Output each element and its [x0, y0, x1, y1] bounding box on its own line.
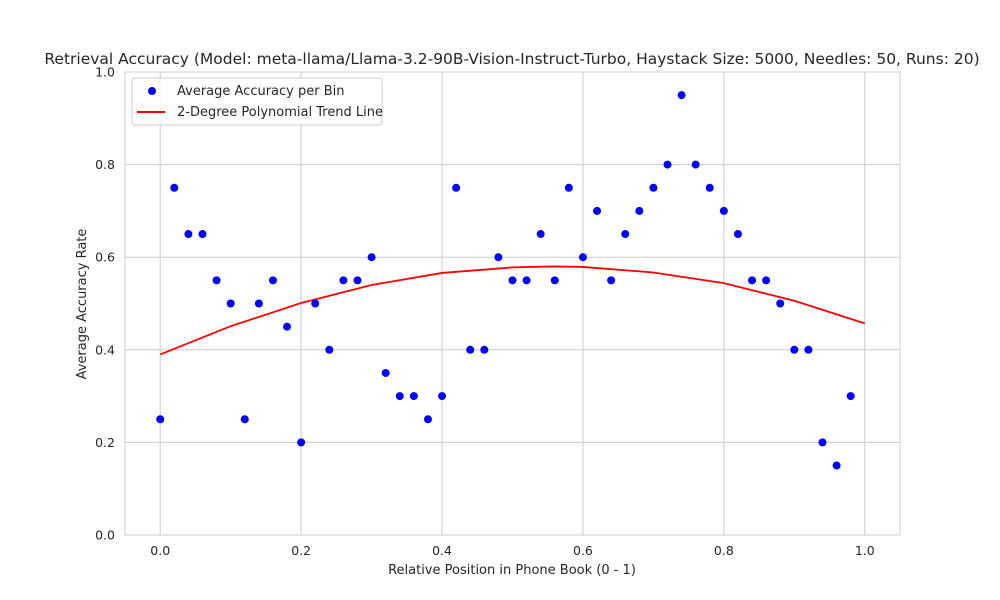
scatter-point — [311, 299, 320, 308]
scatter-point — [705, 183, 714, 192]
y-tick-label: 1.0 — [95, 65, 115, 80]
scatter-point — [480, 345, 489, 354]
scatter-point — [832, 461, 841, 470]
y-tick-label: 0.8 — [95, 157, 115, 172]
trend-line-group — [159, 265, 866, 356]
scatter-point — [762, 276, 771, 285]
x-tick-labels: 0.0 0.2 0.4 0.6 0.8 1.0 — [150, 543, 874, 558]
scatter-point — [452, 183, 461, 192]
scatter-point — [508, 276, 517, 285]
chart-title: Retrieval Accuracy (Model: meta-llama/Ll… — [44, 50, 979, 68]
x-tick-label: 1.0 — [855, 543, 875, 558]
scatter-point — [395, 392, 404, 401]
scatter-point — [494, 253, 503, 262]
scatter-point — [804, 345, 813, 354]
scatter-point — [649, 183, 658, 192]
scatter-point — [268, 276, 277, 285]
scatter-point — [536, 230, 545, 239]
scatter-point — [550, 276, 559, 285]
scatter-point — [846, 392, 855, 401]
scatter-point — [818, 438, 827, 447]
scatter-point — [677, 91, 686, 100]
y-tick-label: 0.2 — [95, 435, 115, 450]
legend-marker-scatter — [148, 87, 156, 95]
plot-frame — [124, 71, 901, 536]
scatter-point — [635, 206, 644, 215]
scatter-point — [240, 415, 249, 424]
scatter-point — [607, 276, 616, 285]
legend-label-scatter: Average Accuracy per Bin — [177, 84, 345, 99]
x-tick-label: 0.2 — [291, 543, 311, 558]
y-axis-label: Average Accuracy Rate — [75, 229, 90, 380]
scatter-point — [522, 276, 531, 285]
scatter-points-group — [156, 91, 855, 470]
scatter-point — [367, 253, 376, 262]
x-axis-label: Relative Position in Phone Book (0 - 1) — [388, 563, 636, 578]
scatter-point — [409, 392, 418, 401]
scatter-point — [339, 276, 348, 285]
x-tick-label: 0.8 — [714, 543, 734, 558]
y-tick-label: 0.6 — [95, 250, 115, 265]
scatter-point — [790, 345, 799, 354]
scatter-point — [325, 345, 334, 354]
scatter-point — [621, 230, 630, 239]
scatter-point — [198, 230, 207, 239]
scatter-point — [438, 392, 447, 401]
y-tick-label: 0.0 — [95, 528, 115, 543]
scatter-point — [564, 183, 573, 192]
scatter-point — [184, 230, 193, 239]
scatter-point — [212, 276, 221, 285]
scatter-point — [254, 299, 263, 308]
scatter-point — [593, 206, 602, 215]
scatter-point — [776, 299, 785, 308]
scatter-point — [381, 368, 390, 377]
scatter-point — [578, 253, 587, 262]
scatter-point — [353, 276, 362, 285]
y-tick-label: 0.4 — [95, 342, 115, 357]
scatter-point — [297, 438, 306, 447]
scatter-point — [719, 206, 728, 215]
scatter-point — [748, 276, 757, 285]
trend-line — [159, 265, 866, 356]
scatter-point — [423, 415, 432, 424]
scatter-point — [170, 183, 179, 192]
legend: Average Accuracy per Bin 2-Degree Polyno… — [131, 77, 383, 126]
scatter-point — [466, 345, 475, 354]
x-tick-label: 0.0 — [150, 543, 170, 558]
scatter-point — [733, 230, 742, 239]
scatter-point — [156, 415, 165, 424]
x-tick-label: 0.4 — [432, 543, 452, 558]
scatter-point — [283, 322, 292, 331]
scatter-point — [663, 160, 672, 169]
scatter-point — [226, 299, 235, 308]
scatter-point — [691, 160, 700, 169]
legend-box — [131, 77, 383, 126]
y-tick-labels: 0.0 0.2 0.4 0.6 0.8 1.0 — [95, 65, 115, 543]
legend-label-trend: 2-Degree Polynomial Trend Line — [177, 105, 383, 120]
x-tick-label: 0.6 — [573, 543, 593, 558]
